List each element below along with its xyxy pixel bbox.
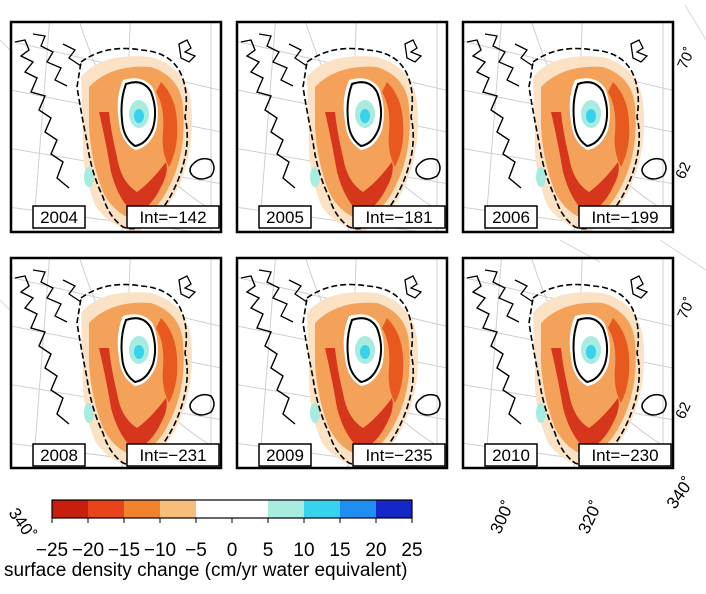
panel-year-label: 2009 (266, 446, 304, 465)
colorbar-tick-label: 25 (401, 540, 422, 561)
longitude-label: 300˚ (486, 498, 518, 537)
colorbar-segment (232, 500, 268, 518)
colorbar-tick-label: −10 (144, 540, 176, 561)
graticule (0, 4, 706, 311)
longitude-label: 340˚ (663, 474, 698, 513)
panel-integral-label: Int=−181 (365, 208, 432, 227)
latitude-label: 62 (672, 159, 694, 181)
panel-year-label: 2006 (492, 208, 530, 227)
panel-year-label: 2005 (266, 208, 304, 227)
latitude-label: 70˚ (674, 45, 699, 72)
colorbar-tick-label: −15 (108, 540, 140, 561)
panel-year-label: 2008 (40, 446, 78, 465)
colorbar-tick-label: 5 (263, 540, 274, 561)
colorbar-segment (304, 500, 340, 518)
colorbar-segment (124, 500, 160, 518)
panel-integral-label: Int=−235 (365, 446, 432, 465)
panel-year-label: 2004 (40, 208, 78, 227)
colorbar-tick-label: 15 (329, 540, 350, 561)
colorbar-title: surface density change (cm/yr water equi… (4, 560, 408, 581)
colorbar-tick-label: 0 (227, 540, 238, 561)
colorbar-tick-label: 20 (365, 540, 386, 561)
panel-2006 (461, 20, 675, 234)
colorbar-segment (88, 500, 124, 518)
panel-year-label: 2010 (492, 446, 530, 465)
colorbar-tick-label: −25 (36, 540, 68, 561)
latitude-label: 70˚ (674, 295, 699, 322)
panel-2010 (461, 256, 675, 470)
colorbar-tick-label: −20 (72, 540, 104, 561)
colorbar (51, 499, 413, 519)
longitude-label: 340˚ (5, 504, 40, 543)
panel-2008 (9, 256, 223, 470)
colorbar-tick-label: −5 (185, 540, 207, 561)
panel-integral-label: Int=−142 (139, 208, 206, 227)
colorbar-tick-label: 10 (293, 540, 314, 561)
longitude-label: 320˚ (574, 498, 606, 537)
colorbar-segment (196, 500, 232, 518)
colorbar-segment (376, 500, 412, 518)
panel-2004 (9, 20, 223, 234)
panel-integral-label: Int=−231 (139, 446, 206, 465)
panel-2009 (235, 256, 449, 470)
panel-2005 (235, 20, 449, 234)
colorbar-segment (160, 500, 196, 518)
latitude-label: 62 (672, 399, 694, 421)
colorbar-segment (52, 500, 88, 518)
panel-integral-label: Int=−199 (591, 208, 658, 227)
colorbar-ticks: −25 −20 −15 −10 −5 0 5 10 15 20 25 (36, 518, 423, 561)
colorbar-segment (340, 500, 376, 518)
panel-integral-label: Int=−230 (591, 446, 658, 465)
panel-labels: 2004 Int=−142 2005 Int=−181 2006 Int=−19… (32, 205, 672, 467)
colorbar-segment (268, 500, 304, 518)
